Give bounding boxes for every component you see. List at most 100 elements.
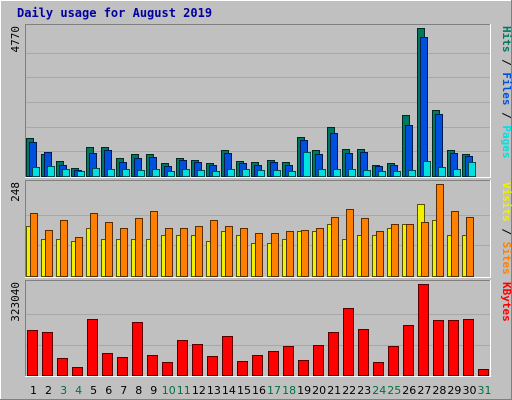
legend-part: Sites <box>500 242 512 275</box>
legend-part: / <box>500 106 512 126</box>
bar-sites-day-25 <box>391 224 399 277</box>
bar-pages-day-16 <box>257 170 265 177</box>
bar-sites-day-29 <box>451 211 459 277</box>
bar-kbytes-day-16 <box>252 355 263 376</box>
bar-pages-day-8 <box>137 170 145 177</box>
bar-sites-day-20 <box>316 228 324 277</box>
bar-kbytes-day-11 <box>177 340 188 376</box>
day-label: 10 <box>162 384 176 397</box>
day-label: 12 <box>192 384 206 397</box>
bar-pages-day-2 <box>47 166 55 177</box>
bar-sites-day-9 <box>150 211 158 277</box>
y-max-label: 4770 <box>9 26 22 53</box>
panel-hits-files-pages: 4770 Hits / Files / Pages <box>9 24 512 178</box>
bar-pages-day-12 <box>197 170 205 177</box>
bar-pages-day-10 <box>167 171 175 177</box>
bar-kbytes-day-28 <box>433 320 444 376</box>
day-label: 17 <box>267 384 281 397</box>
day-label: 4 <box>75 384 82 397</box>
series-legend-label: KBytes <box>500 282 512 322</box>
y-max-label: 323040 <box>9 282 22 322</box>
bar-kbytes-day-23 <box>358 329 369 376</box>
bar-pages-day-1 <box>32 167 40 177</box>
legend-part: / <box>500 222 512 242</box>
series-legend-label: Visits / Sites <box>500 182 512 275</box>
bar-sites-day-19 <box>301 230 309 277</box>
bar-sites-day-15 <box>240 228 248 277</box>
bar-pages-day-30 <box>468 162 476 177</box>
bar-kbytes-day-19 <box>298 360 309 376</box>
series-legend-label: Hits / Files / Pages <box>500 26 512 159</box>
bar-pages-day-3 <box>62 169 70 177</box>
day-label: 20 <box>312 384 326 397</box>
bar-sites-day-30 <box>466 217 474 277</box>
day-label: 25 <box>387 384 401 397</box>
day-label: 31 <box>478 384 492 397</box>
bar-sites-day-22 <box>346 209 354 277</box>
bar-kbytes-day-31 <box>478 369 489 376</box>
day-label: 22 <box>342 384 356 397</box>
bar-sites-day-12 <box>195 226 203 277</box>
day-label: 23 <box>357 384 371 397</box>
bar-sites-day-4 <box>75 237 83 277</box>
day-label: 29 <box>447 384 461 397</box>
bar-kbytes-day-17 <box>268 351 279 376</box>
chart-title: Daily usage for August 2019 <box>17 6 212 20</box>
bar-kbytes-day-22 <box>343 308 354 376</box>
bar-pages-day-15 <box>242 169 250 177</box>
panel-visits-sites: 248 Visits / Sites <box>9 180 512 278</box>
bar-sites-day-2 <box>45 230 53 277</box>
bar-sites-day-26 <box>406 224 414 277</box>
bar-pages-day-6 <box>107 169 115 177</box>
bar-pages-day-23 <box>363 170 371 177</box>
bar-sites-day-21 <box>331 217 339 277</box>
day-label: 24 <box>372 384 386 397</box>
bar-pages-day-17 <box>273 170 281 177</box>
day-label: 21 <box>327 384 341 397</box>
bar-pages-day-26 <box>408 170 416 177</box>
bar-kbytes-day-6 <box>102 353 113 376</box>
bar-pages-day-24 <box>378 171 386 177</box>
bar-pages-day-7 <box>122 169 130 177</box>
bar-kbytes-day-10 <box>162 362 173 376</box>
bar-pages-day-29 <box>453 169 461 177</box>
bar-kbytes-day-8 <box>132 322 143 376</box>
bar-kbytes-day-29 <box>448 320 459 376</box>
bar-kbytes-day-20 <box>313 345 324 376</box>
legend-part: Hits <box>500 26 512 53</box>
bar-sites-day-8 <box>135 218 143 277</box>
bar-sites-day-28 <box>436 184 444 277</box>
bar-kbytes-day-26 <box>403 325 414 376</box>
bar-kbytes-day-2 <box>42 332 53 376</box>
day-label: 5 <box>90 384 97 397</box>
bar-kbytes-day-21 <box>328 332 339 376</box>
bar-pages-day-9 <box>152 169 160 177</box>
bar-pages-day-20 <box>318 169 326 177</box>
bar-files-day-27 <box>420 37 428 177</box>
bar-kbytes-day-30 <box>463 319 474 376</box>
bar-pages-day-5 <box>92 168 100 177</box>
legend-part: Visits <box>500 182 512 222</box>
bar-kbytes-day-24 <box>373 362 384 376</box>
bar-sites-day-17 <box>271 233 279 277</box>
bar-pages-day-25 <box>393 171 401 177</box>
day-label: 6 <box>105 384 112 397</box>
bar-kbytes-day-7 <box>117 357 128 376</box>
bar-files-day-26 <box>405 125 413 177</box>
bar-sites-day-11 <box>180 228 188 277</box>
day-label: 27 <box>417 384 431 397</box>
legend-part: Files <box>500 72 512 105</box>
legend-part: KBytes <box>500 282 512 322</box>
legend-part: / <box>500 53 512 73</box>
bar-sites-day-16 <box>255 233 263 277</box>
day-label: 7 <box>120 384 127 397</box>
bar-kbytes-day-18 <box>283 346 294 376</box>
day-label: 19 <box>297 384 311 397</box>
bar-sites-day-7 <box>120 228 128 277</box>
bar-pages-day-11 <box>182 169 190 177</box>
bar-pages-day-21 <box>333 169 341 177</box>
day-label: 26 <box>402 384 416 397</box>
day-label: 13 <box>207 384 221 397</box>
